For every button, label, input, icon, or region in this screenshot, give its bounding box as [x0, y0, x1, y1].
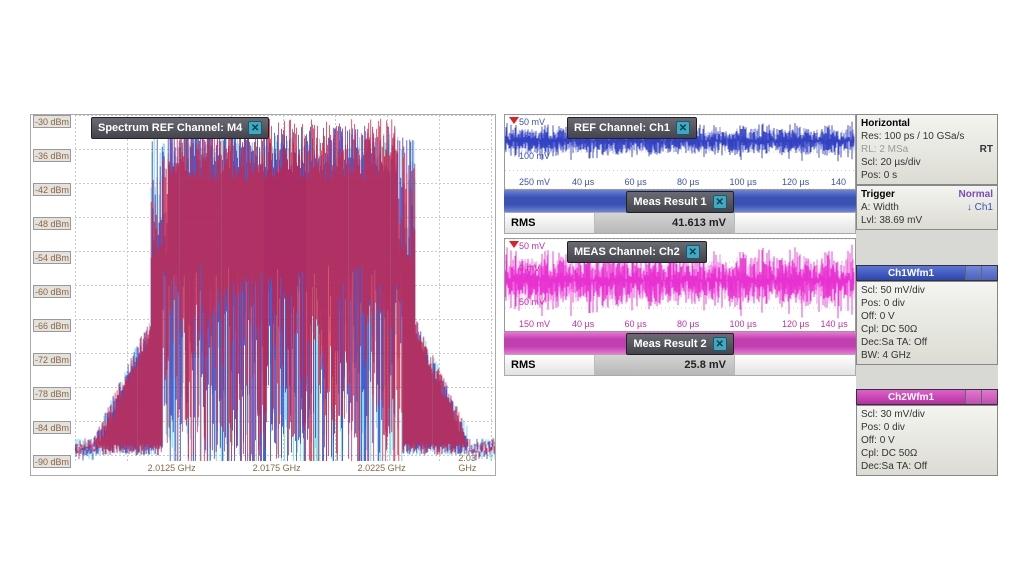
tab-button-icon[interactable]	[981, 266, 997, 280]
ch1-pos: Pos: 0 div	[861, 297, 993, 310]
meas1-label: RMS	[505, 213, 595, 233]
meas1-title-tab[interactable]: Meas Result 1 ✕	[626, 191, 733, 213]
trigger-title: Trigger	[861, 188, 895, 201]
ch1-dec: Dec:Sa TA: Off	[861, 336, 993, 349]
trigger-info-box[interactable]: Trigger Normal A: Width ↓ Ch1 Lvl: 38.69…	[856, 185, 998, 230]
ch1-title-text: REF Channel: Ch1	[574, 122, 670, 134]
ch2-waveform-panel: MEAS Channel: Ch2 ✕ 50 mV 0 mV 50 mV 150…	[504, 238, 856, 332]
ch2-info-box[interactable]: Scl: 30 mV/div Pos: 0 div Off: 0 V Cpl: …	[856, 405, 998, 476]
ch2-scl: Scl: 30 mV/div	[861, 408, 993, 421]
ch2-tab[interactable]: Ch2Wfm1	[856, 389, 998, 405]
close-icon[interactable]: ✕	[713, 337, 727, 351]
horizontal-pos: Pos: 0 s	[861, 169, 993, 182]
trigger-a: A: Width	[861, 201, 899, 214]
ch1-title-tab[interactable]: REF Channel: Ch1 ✕	[567, 117, 697, 139]
close-icon[interactable]: ✕	[248, 121, 262, 135]
horizontal-info-box[interactable]: Horizontal Res: 100 ps / 10 GSa/s RL: 2 …	[856, 114, 998, 185]
meas2-header: Meas Result 2 ✕	[504, 332, 856, 354]
ch1-cpl: Cpl: DC 50Ω	[861, 323, 993, 336]
ch1-ytick: 250 mV	[519, 177, 550, 187]
tab-button-icon[interactable]	[965, 390, 981, 404]
ch1-ytick: 100 mV	[519, 151, 550, 161]
trigger-mode: Normal	[959, 188, 993, 201]
ch2-title-tab[interactable]: MEAS Channel: Ch2 ✕	[567, 241, 707, 263]
horizontal-title: Horizontal	[861, 117, 910, 130]
tab-button-icon[interactable]	[965, 266, 981, 280]
ch1-tab-label: Ch1Wfm1	[857, 266, 965, 280]
right-main-column: REF Channel: Ch1 ✕ 50 mV 100 mV 250 mV 4…	[504, 114, 856, 476]
meas2-title-tab[interactable]: Meas Result 2 ✕	[626, 333, 733, 355]
horizontal-res: Res: 100 ps / 10 GSa/s	[861, 130, 993, 143]
horizontal-scl: Scl: 20 µs/div	[861, 156, 993, 169]
spectrum-y-axis: -30 dBm-36 dBm-42 dBm-48 dBm-54 dBm-60 d…	[31, 115, 73, 475]
meas1-value: 41.613 mV	[595, 213, 735, 233]
ch1-ytick: 50 mV	[519, 117, 545, 127]
close-icon[interactable]: ✕	[686, 245, 700, 259]
horizontal-rt: RT	[980, 143, 993, 156]
oscilloscope-display: -30 dBm-36 dBm-42 dBm-48 dBm-54 dBm-60 d…	[30, 114, 998, 476]
spectrum-grid	[75, 115, 495, 461]
ch2-ytick: 150 mV	[519, 319, 550, 329]
close-icon[interactable]: ✕	[676, 121, 690, 135]
ch2-tab-label: Ch2Wfm1	[857, 390, 965, 404]
ch1-info-box[interactable]: Scl: 50 mV/div Pos: 0 div Off: 0 V Cpl: …	[856, 281, 998, 365]
close-icon[interactable]: ✕	[713, 195, 727, 209]
ch2-pos: Pos: 0 div	[861, 421, 993, 434]
tab-button-icon[interactable]	[981, 390, 997, 404]
ch2-cpl: Cpl: DC 50Ω	[861, 447, 993, 460]
spectrum-title-text: Spectrum REF Channel: M4	[98, 122, 242, 134]
ch2-ytick: 0 mV	[519, 263, 540, 273]
ch2-ytick: 50 mV	[519, 241, 545, 251]
meas1-header: Meas Result 1 ✕	[504, 190, 856, 212]
meas2-title-text: Meas Result 2	[633, 338, 706, 350]
meas2-label: RMS	[505, 355, 595, 375]
meas1-title-text: Meas Result 1	[633, 196, 706, 208]
ch1-waveform-panel: REF Channel: Ch1 ✕ 50 mV 100 mV 250 mV 4…	[504, 114, 856, 190]
trigger-source: ↓ Ch1	[967, 201, 993, 214]
meas1-row: RMS 41.613 mV	[504, 212, 856, 234]
right-panel: REF Channel: Ch1 ✕ 50 mV 100 mV 250 mV 4…	[504, 114, 998, 476]
ch2-dec: Dec:Sa TA: Off	[861, 460, 993, 473]
ch2-title-text: MEAS Channel: Ch2	[574, 246, 680, 258]
trigger-marker-icon	[509, 241, 519, 248]
ch1-scl: Scl: 50 mV/div	[861, 284, 993, 297]
trigger-marker-icon	[509, 117, 519, 124]
info-sidebar: Horizontal Res: 100 ps / 10 GSa/s RL: 2 …	[856, 114, 998, 476]
trigger-lvl: Lvl: 38.69 mV	[861, 214, 993, 227]
horizontal-rl: RL: 2 MSa	[861, 143, 908, 156]
meas2-value: 25.8 mV	[595, 355, 735, 375]
ch1-bw: BW: 4 GHz	[861, 349, 993, 362]
meas2-row: RMS 25.8 mV	[504, 354, 856, 376]
ch2-off: Off: 0 V	[861, 434, 993, 447]
spectrum-panel: -30 dBm-36 dBm-42 dBm-48 dBm-54 dBm-60 d…	[30, 114, 496, 476]
ch1-off: Off: 0 V	[861, 310, 993, 323]
spectrum-title-tab[interactable]: Spectrum REF Channel: M4 ✕	[91, 117, 269, 139]
ch1-tab[interactable]: Ch1Wfm1	[856, 265, 998, 281]
spectrum-waveform	[75, 115, 495, 461]
ch2-ytick: 50 mV	[519, 297, 545, 307]
